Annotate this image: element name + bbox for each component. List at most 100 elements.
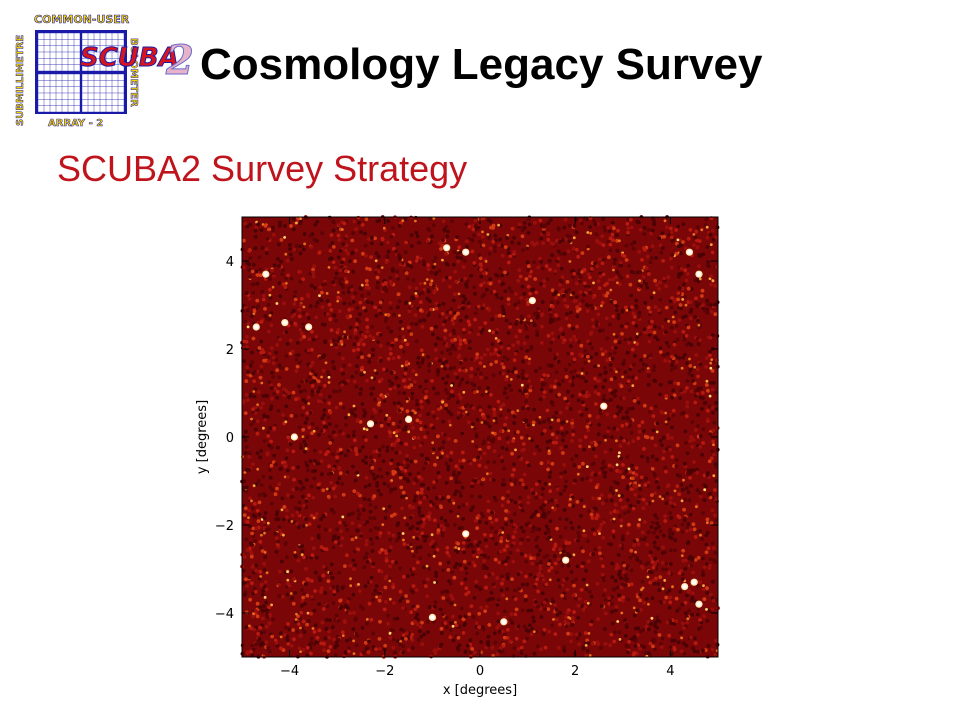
noise-speck bbox=[608, 398, 613, 402]
noise-speck bbox=[706, 521, 709, 525]
noise-speck bbox=[412, 380, 417, 384]
noise-speck bbox=[608, 322, 612, 327]
noise-speck bbox=[588, 654, 592, 657]
noise-speck bbox=[420, 324, 425, 329]
noise-speck bbox=[348, 637, 353, 641]
noise-speck bbox=[643, 651, 648, 655]
noise-speck bbox=[617, 572, 621, 577]
noise-speck bbox=[258, 455, 263, 460]
noise-speck bbox=[599, 646, 603, 650]
noise-speck bbox=[315, 636, 320, 640]
noise-speck bbox=[713, 312, 718, 317]
noise-speck bbox=[259, 320, 264, 324]
noise-speck bbox=[701, 569, 705, 574]
noise-speck bbox=[352, 429, 356, 434]
noise-speck bbox=[460, 465, 464, 470]
noise-speck bbox=[381, 459, 386, 463]
noise-speck bbox=[486, 634, 491, 639]
noise-speck bbox=[653, 324, 657, 329]
noise-speck bbox=[647, 553, 652, 558]
noise-speck bbox=[323, 636, 328, 641]
noise-speck bbox=[618, 263, 623, 268]
noise-speck bbox=[331, 601, 336, 605]
noise-speck bbox=[448, 423, 452, 427]
noise-speck bbox=[453, 269, 457, 274]
noise-speck bbox=[305, 577, 310, 581]
noise-speck bbox=[274, 536, 279, 541]
noise-speck bbox=[566, 563, 571, 568]
noise-speck bbox=[498, 413, 503, 418]
noise-speck bbox=[363, 231, 367, 236]
noise-speck bbox=[683, 246, 688, 251]
noise-speck bbox=[612, 630, 617, 635]
noise-speck bbox=[602, 365, 607, 370]
noise-speck bbox=[305, 593, 310, 598]
noise-speck bbox=[373, 420, 378, 425]
noise-speck bbox=[358, 300, 363, 305]
noise-speck bbox=[523, 594, 528, 598]
noise-speck bbox=[609, 542, 613, 547]
noise-speck bbox=[494, 420, 499, 425]
noise-speck bbox=[303, 242, 306, 246]
noise-speck bbox=[369, 580, 373, 584]
noise-speck bbox=[602, 434, 607, 439]
noise-speck bbox=[688, 300, 693, 305]
noise-speck bbox=[694, 300, 699, 305]
noise-speck bbox=[294, 369, 299, 373]
noise-speck bbox=[418, 443, 423, 448]
noise-speck bbox=[618, 469, 622, 474]
noise-speck bbox=[430, 533, 434, 537]
noise-speck bbox=[289, 321, 294, 326]
noise-speck bbox=[500, 581, 504, 586]
noise-speck bbox=[370, 549, 375, 553]
noise-speck bbox=[492, 419, 496, 423]
noise-speck bbox=[384, 600, 388, 604]
noise-speck bbox=[388, 489, 393, 494]
noise-speck bbox=[482, 303, 486, 308]
noise-speck bbox=[399, 640, 402, 643]
noise-speck bbox=[244, 392, 249, 397]
noise-speck bbox=[450, 384, 453, 387]
noise-speck bbox=[564, 444, 568, 449]
noise-speck bbox=[537, 571, 542, 575]
noise-speck bbox=[270, 603, 273, 607]
noise-speck bbox=[268, 485, 273, 489]
noise-speck bbox=[304, 215, 308, 220]
noise-speck bbox=[550, 498, 554, 503]
noise-speck bbox=[415, 418, 420, 423]
noise-speck bbox=[344, 234, 349, 238]
noise-speck bbox=[547, 259, 552, 263]
noise-speck bbox=[323, 383, 327, 388]
noise-speck bbox=[482, 554, 487, 558]
noise-speck bbox=[443, 336, 447, 340]
noise-speck bbox=[586, 559, 591, 564]
noise-speck bbox=[352, 379, 357, 384]
noise-speck bbox=[424, 389, 429, 394]
noise-speck bbox=[531, 491, 536, 495]
noise-speck bbox=[401, 532, 405, 535]
noise-speck bbox=[512, 462, 516, 467]
noise-speck bbox=[626, 474, 631, 479]
noise-speck bbox=[498, 429, 503, 434]
noise-speck bbox=[301, 595, 306, 600]
noise-speck bbox=[292, 247, 297, 252]
noise-speck bbox=[583, 349, 588, 353]
noise-speck bbox=[277, 223, 282, 228]
noise-speck bbox=[572, 583, 576, 588]
noise-speck bbox=[505, 357, 510, 362]
noise-speck bbox=[617, 597, 622, 602]
noise-speck bbox=[705, 530, 710, 535]
noise-speck bbox=[431, 332, 435, 337]
noise-speck bbox=[395, 523, 400, 528]
noise-speck bbox=[362, 408, 366, 412]
noise-speck bbox=[626, 230, 630, 235]
noise-speck bbox=[513, 597, 518, 601]
noise-speck bbox=[364, 542, 369, 547]
noise-speck bbox=[478, 405, 482, 410]
noise-speck bbox=[263, 580, 268, 584]
noise-speck bbox=[575, 564, 580, 569]
noise-speck bbox=[322, 641, 326, 646]
noise-speck bbox=[362, 435, 366, 439]
noise-speck bbox=[454, 623, 459, 628]
noise-speck bbox=[388, 301, 393, 305]
